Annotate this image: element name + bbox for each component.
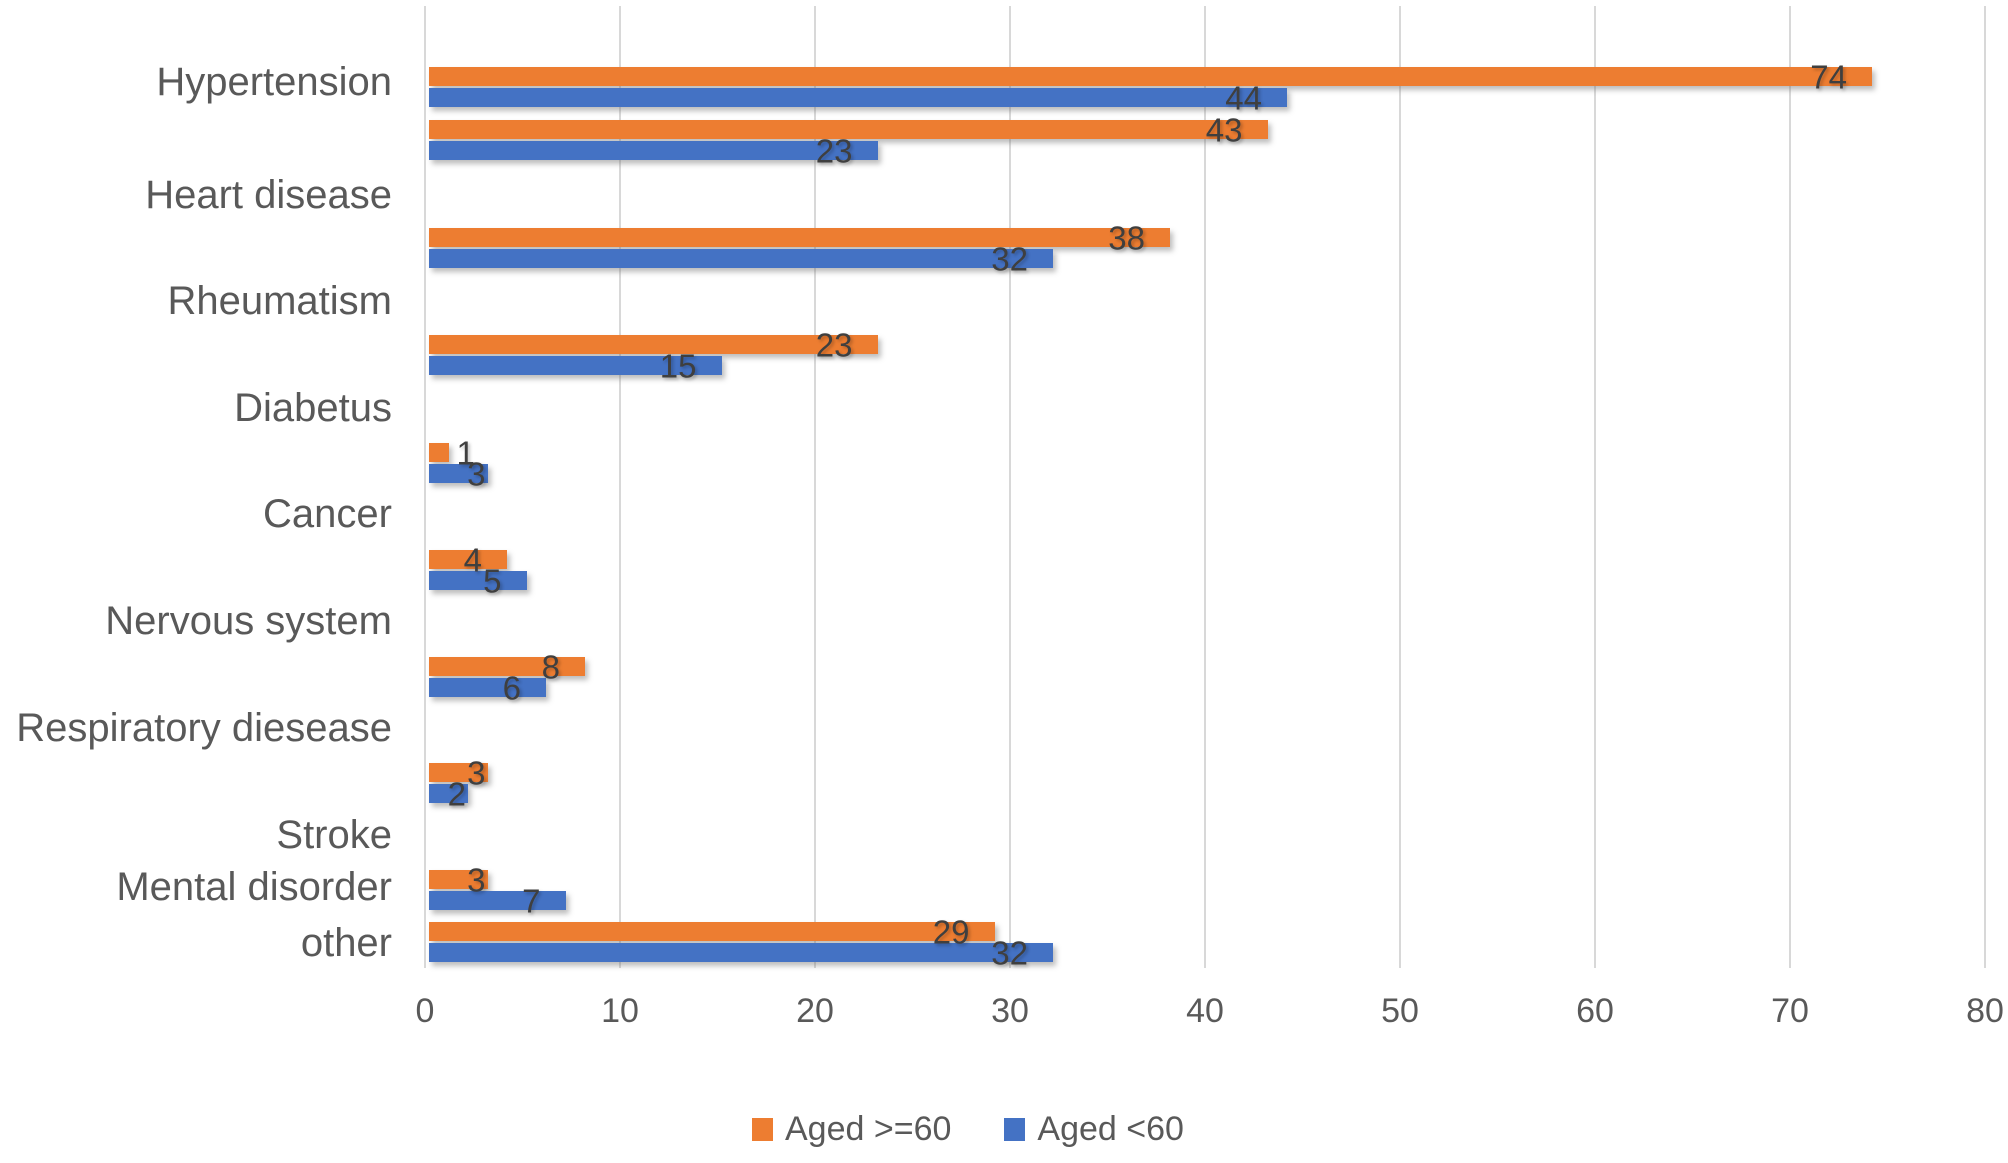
category-label: Cancer (263, 492, 392, 536)
x-axis-tick-label: 60 (1576, 992, 1614, 1030)
x-axis-tick-label: 0 (415, 992, 435, 1030)
x-axis-tick-label: 30 (991, 992, 1029, 1030)
x-axis-tick-label: 70 (1771, 992, 1809, 1030)
bar-aged-lt60 (429, 571, 527, 590)
legend-swatch (1004, 1117, 1026, 1141)
bar-aged-ge60 (429, 443, 449, 462)
bar-aged-lt60 (429, 943, 1053, 962)
gridline (1594, 6, 1596, 968)
category-label: Stroke (276, 813, 392, 857)
category-label: Diabetus (234, 386, 392, 430)
bar-aged-ge60 (429, 228, 1170, 247)
category-label: other (300, 921, 392, 965)
bar-aged-ge60 (429, 870, 488, 889)
value-label: 29 (932, 913, 970, 950)
value-label: 32 (991, 934, 1028, 971)
category-label: Rheumatism (167, 279, 392, 323)
bar-aged-lt60 (429, 891, 566, 910)
bar-aged-lt60 (429, 141, 878, 160)
x-axis-tick-label: 20 (796, 992, 834, 1030)
value-label: 3 (467, 455, 486, 492)
legend-label: Aged >=60 (785, 1110, 952, 1148)
x-axis-tick-label: 80 (1966, 992, 2004, 1030)
x-axis-tick-label: 10 (601, 992, 639, 1030)
bar-aged-lt60 (429, 88, 1287, 107)
bar-aged-ge60 (429, 67, 1872, 86)
value-label: 38 (1108, 219, 1145, 256)
bar-aged-lt60 (429, 784, 468, 803)
bar-aged-ge60 (429, 657, 585, 676)
bar-aged-ge60 (429, 550, 507, 569)
bar-aged-lt60 (429, 678, 546, 697)
value-label: 15 (659, 347, 697, 384)
legend-label: Aged <60 (1037, 1110, 1184, 1148)
category-label: Nervous system (105, 599, 392, 643)
legend: Aged >=60 Aged <60 (752, 1112, 1184, 1146)
gridline (814, 6, 816, 968)
value-label: 23 (815, 326, 853, 363)
bar-aged-lt60 (429, 464, 488, 483)
gridline (1789, 6, 1791, 968)
gridline (1204, 6, 1206, 968)
category-label: Respiratory diesease (16, 706, 392, 750)
category-label: Hypertension (156, 60, 392, 104)
value-label: 74 (1810, 58, 1847, 95)
value-label: 43 (1205, 111, 1243, 148)
legend-item-aged-ge60: Aged >=60 (752, 1112, 951, 1146)
bar-aged-lt60 (429, 249, 1053, 268)
value-label: 8 (541, 648, 560, 685)
gridline (1984, 6, 1986, 968)
legend-swatch (752, 1117, 773, 1141)
bar-aged-ge60 (429, 335, 878, 354)
value-label: 1 (456, 434, 475, 471)
gridline (424, 6, 426, 968)
gridline (619, 6, 621, 968)
bar-aged-ge60 (429, 763, 488, 782)
bar-aged-ge60 (429, 120, 1268, 139)
category-label: Heart disease (145, 173, 392, 217)
value-label: 23 (815, 132, 853, 169)
value-label: 4 (463, 541, 482, 578)
gridline (1399, 6, 1401, 968)
category-label: Mental disorder (116, 865, 392, 909)
value-label: 44 (1225, 79, 1262, 116)
bar-aged-ge60 (429, 922, 995, 941)
value-label: 3 (467, 754, 486, 791)
value-label: 2 (447, 775, 466, 812)
gridline (1009, 6, 1011, 968)
value-label: 7 (522, 882, 541, 919)
bar-aged-lt60 (429, 356, 722, 375)
x-axis-tick-label: 40 (1186, 992, 1224, 1030)
value-label: 3 (467, 861, 486, 898)
value-label: 5 (483, 562, 502, 599)
value-label: 32 (991, 240, 1028, 277)
value-label: 6 (502, 669, 521, 706)
x-axis-tick-label: 50 (1381, 992, 1419, 1030)
legend-item-aged-lt60: Aged <60 (1004, 1112, 1184, 1146)
